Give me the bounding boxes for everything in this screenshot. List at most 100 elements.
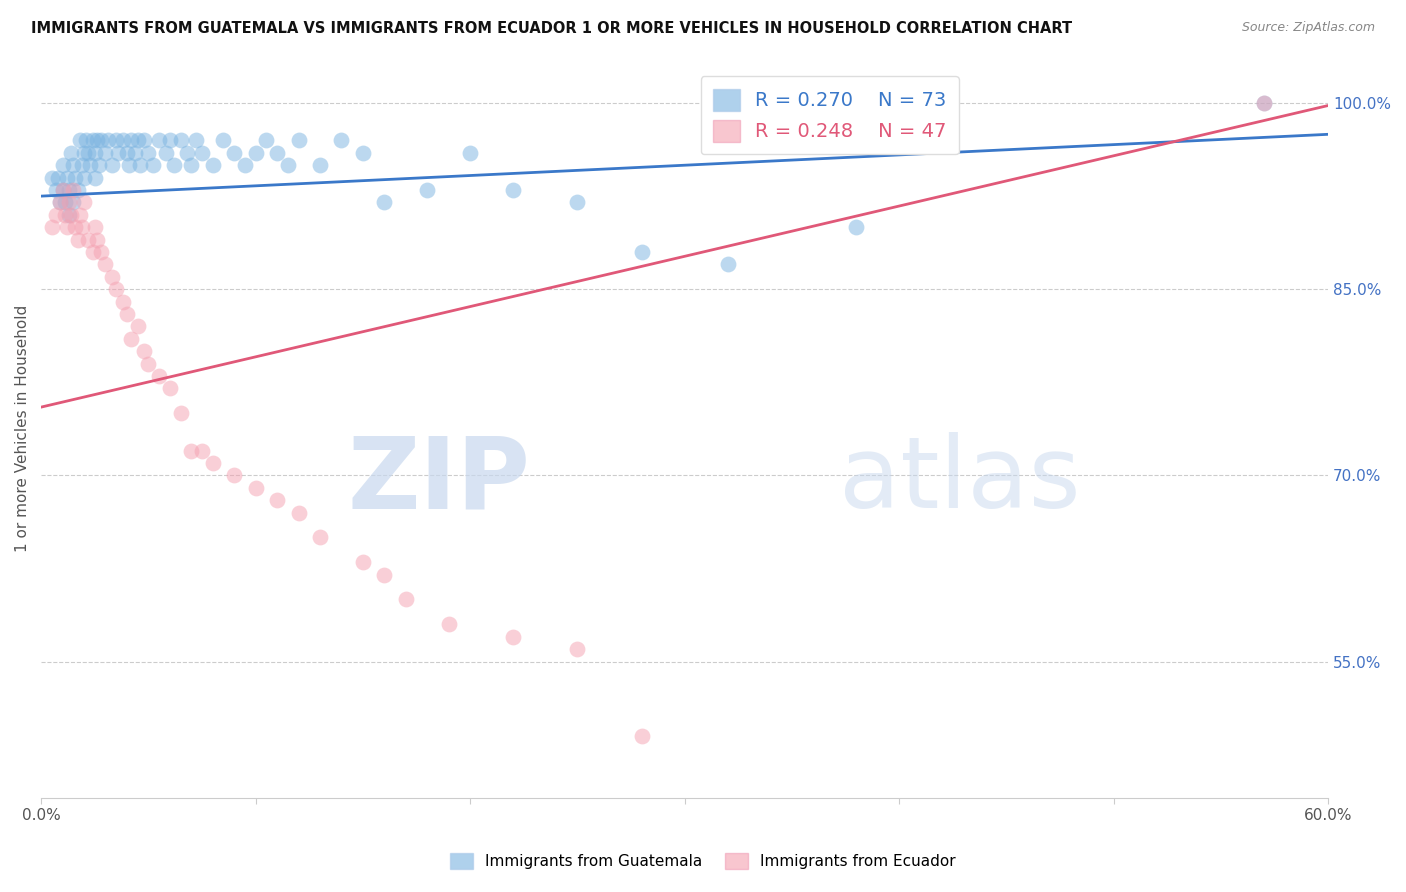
- Point: [62, 183, 84, 197]
- Point: [69, 133, 91, 147]
- Point: [120, 332, 142, 346]
- Point: [77, 145, 100, 160]
- Point: [138, 145, 160, 160]
- Point: [1253, 96, 1275, 111]
- Point: [159, 382, 181, 396]
- Point: [155, 145, 177, 160]
- Point: [630, 729, 652, 743]
- Point: [124, 145, 146, 160]
- Point: [330, 133, 353, 147]
- Point: [46, 170, 69, 185]
- Point: [111, 294, 134, 309]
- Point: [352, 555, 374, 569]
- Point: [58, 183, 80, 197]
- Point: [458, 145, 481, 160]
- Point: [51, 158, 73, 172]
- Point: [94, 257, 117, 271]
- Point: [62, 195, 84, 210]
- Point: [373, 195, 395, 210]
- Point: [502, 630, 524, 644]
- Point: [567, 642, 589, 657]
- Point: [66, 233, 89, 247]
- Point: [90, 244, 112, 259]
- Point: [101, 158, 124, 172]
- Point: [169, 406, 191, 420]
- Point: [45, 183, 67, 197]
- Point: [87, 158, 110, 172]
- Text: IMMIGRANTS FROM GUATEMALA VS IMMIGRANTS FROM ECUADOR 1 OR MORE VEHICLES IN HOUSE: IMMIGRANTS FROM GUATEMALA VS IMMIGRANTS …: [31, 21, 1071, 36]
- Point: [395, 592, 418, 607]
- Point: [105, 282, 128, 296]
- Point: [245, 145, 267, 160]
- Point: [373, 567, 395, 582]
- Point: [41, 220, 63, 235]
- Point: [266, 145, 288, 160]
- Point: [49, 195, 72, 210]
- Point: [60, 208, 83, 222]
- Point: [86, 133, 108, 147]
- Point: [266, 493, 288, 508]
- Point: [716, 257, 738, 271]
- Point: [75, 133, 97, 147]
- Point: [132, 133, 155, 147]
- Point: [86, 233, 108, 247]
- Point: [60, 145, 83, 160]
- Point: [70, 158, 93, 172]
- Point: [437, 617, 460, 632]
- Point: [630, 244, 652, 259]
- Point: [56, 170, 79, 185]
- Point: [65, 170, 87, 185]
- Y-axis label: 1 or more Vehicles in Household: 1 or more Vehicles in Household: [15, 305, 30, 552]
- Point: [567, 195, 589, 210]
- Point: [201, 456, 224, 470]
- Point: [49, 195, 72, 210]
- Point: [51, 183, 73, 197]
- Point: [287, 506, 309, 520]
- Point: [148, 369, 170, 384]
- Point: [184, 133, 207, 147]
- Point: [224, 145, 246, 160]
- Point: [73, 195, 96, 210]
- Point: [180, 158, 202, 172]
- Point: [169, 133, 191, 147]
- Point: [352, 145, 374, 160]
- Point: [62, 158, 84, 172]
- Point: [97, 133, 120, 147]
- Point: [53, 208, 76, 222]
- Point: [502, 183, 524, 197]
- Point: [1253, 96, 1275, 111]
- Point: [138, 357, 160, 371]
- Point: [83, 145, 105, 160]
- Point: [159, 133, 181, 147]
- Point: [277, 158, 299, 172]
- Point: [163, 158, 186, 172]
- Point: [180, 443, 202, 458]
- Point: [56, 220, 79, 235]
- Point: [82, 133, 104, 147]
- Point: [245, 481, 267, 495]
- Point: [132, 344, 155, 359]
- Point: [70, 220, 93, 235]
- Point: [111, 133, 134, 147]
- Point: [41, 170, 63, 185]
- Point: [115, 307, 138, 321]
- Point: [69, 208, 91, 222]
- Text: ZIP: ZIP: [347, 432, 530, 529]
- Point: [115, 145, 138, 160]
- Point: [127, 319, 149, 334]
- Point: [142, 158, 165, 172]
- Point: [287, 133, 309, 147]
- Point: [94, 145, 117, 160]
- Point: [191, 443, 214, 458]
- Point: [191, 145, 214, 160]
- Point: [101, 269, 124, 284]
- Point: [212, 133, 235, 147]
- Point: [83, 220, 105, 235]
- Point: [309, 158, 332, 172]
- Legend: Immigrants from Guatemala, Immigrants from Ecuador: Immigrants from Guatemala, Immigrants fr…: [444, 847, 962, 875]
- Point: [176, 145, 198, 160]
- Point: [127, 133, 149, 147]
- Point: [120, 133, 142, 147]
- Point: [82, 244, 104, 259]
- Point: [845, 220, 868, 235]
